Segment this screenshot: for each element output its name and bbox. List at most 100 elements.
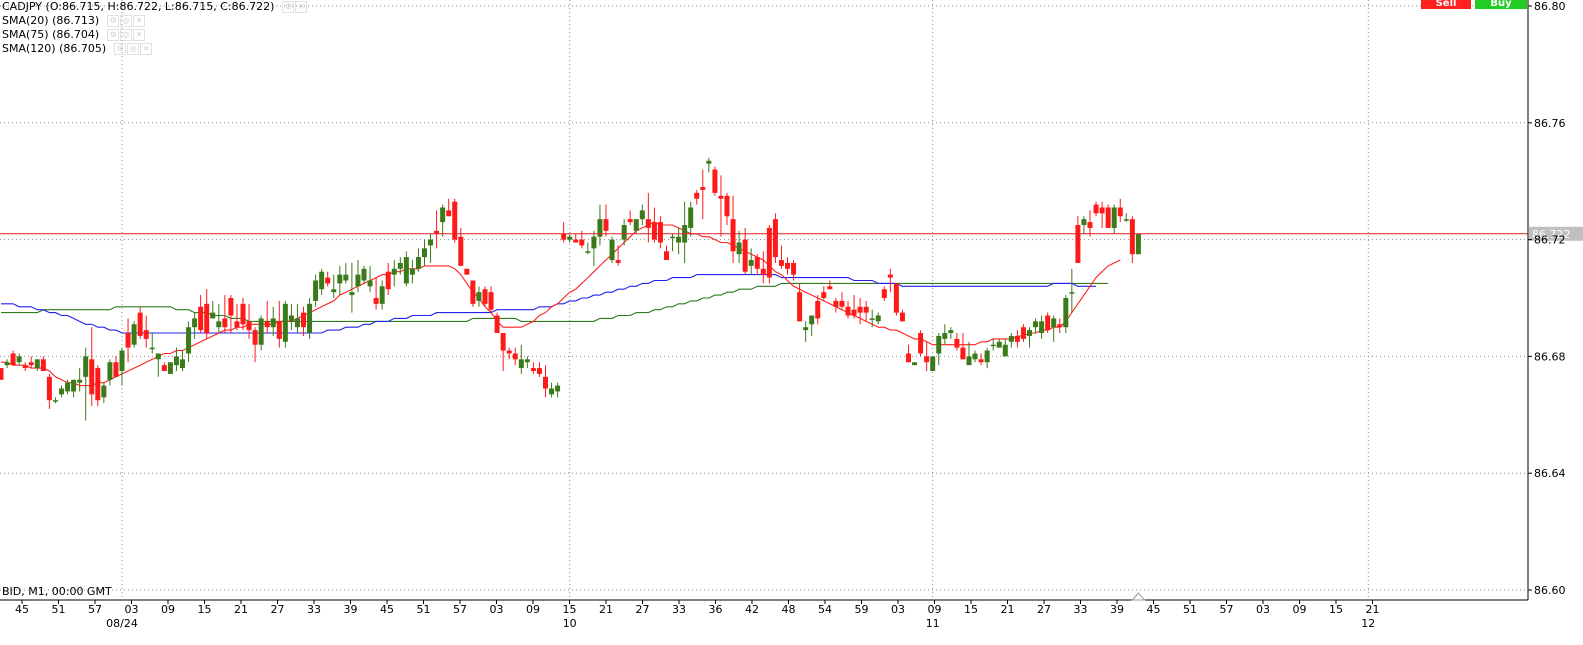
candle-body [89,359,95,395]
candle-body [809,315,815,325]
buy-button[interactable]: Buy [1475,0,1527,9]
candle-body [65,382,71,392]
candle-body [875,315,881,322]
candle-body [1123,219,1129,221]
x-tick-label: 15 [964,603,978,616]
candle-body [948,330,954,334]
legend-controls[interactable]: ⚙ ◎ ✕ [107,29,146,41]
candle-body [778,260,784,266]
x-tick-label: 21 [1366,603,1380,616]
candle-body [361,268,367,281]
candle-body [1039,321,1045,334]
x-tick-label: 45 [380,603,394,616]
candle-body [1099,207,1105,214]
legend-controls[interactable]: ⚙ ◎ ✕ [114,43,153,55]
candle-body [712,169,718,193]
settings-icon[interactable]: ⚙ [107,15,120,27]
legend-controls[interactable]: ⚙ ✕ [282,1,308,13]
candle-body [597,219,603,237]
candle-body [506,350,512,354]
x-tick-label: 03 [490,603,504,616]
sma120-series [1,282,1109,322]
candle-body [724,195,730,217]
candle-body [1087,222,1093,228]
candle-body [349,292,355,296]
candle-body [264,321,270,328]
candle-body [990,344,996,347]
x-tick-label: 09 [526,603,540,616]
visibility-icon[interactable]: ◎ [127,43,140,55]
candle-body [210,312,216,319]
candle-body [107,362,113,380]
candle-body [325,277,331,284]
close-icon[interactable]: ✕ [140,43,153,55]
candle-body [893,283,899,313]
x-tick-label: 51 [1183,603,1197,616]
candle-body [452,201,458,240]
axes: 86.80 86.76 86.72 86.68 86.64 86.60 45 51 57 03 09… [0,0,1566,630]
legend-controls[interactable]: ⚙ ◎ ✕ [107,15,146,27]
sell-button[interactable]: Sell [1421,0,1471,9]
candle-body [288,315,294,322]
settings-icon[interactable]: ⚙ [114,43,127,55]
candle-body [440,207,446,223]
candle-body [59,388,64,395]
close-icon[interactable]: ✕ [133,29,146,41]
candle-body [77,379,83,383]
candle-body [621,225,627,240]
candle-body [615,260,621,263]
candle-body [46,376,52,401]
candle-body [700,187,706,190]
candle-body [234,321,240,328]
candle-body [95,368,101,401]
x-tick-label: 54 [818,603,832,616]
x-tick-label: 21 [234,603,248,616]
close-icon[interactable]: ✕ [133,15,146,27]
candle-body [40,359,46,371]
candle-body [694,192,700,199]
candle-body [1002,344,1008,357]
candle-body [101,385,107,398]
candle-body [543,376,548,389]
sma20-readout: SMA(20) (86.713) [2,14,100,27]
close-icon[interactable]: ✕ [295,1,308,13]
candle-body [198,306,204,331]
visibility-icon[interactable]: ◎ [120,15,133,27]
candle-body [664,251,669,261]
candle-body [839,300,845,307]
candle-body [282,303,288,342]
candle-body [706,160,712,164]
candle-body [10,353,16,366]
candle-body [500,333,506,351]
candle-body [204,303,210,334]
candle-body [639,210,645,220]
settings-icon[interactable]: ⚙ [282,1,295,13]
settings-icon[interactable]: ⚙ [107,29,120,41]
candle-body [555,385,561,392]
x-tick-label: 03 [891,603,905,616]
candle-body [391,268,397,275]
candle-body [736,242,742,255]
candle-body [494,315,500,334]
sma75-series [1,274,1096,334]
candle-body [512,353,518,360]
candle-body [960,347,966,360]
ohlc-readout: CADJPY (O:86.715, H:86.722, L:86.715, C:… [2,0,275,13]
x-tick-label: 45 [15,603,29,616]
candle-body [28,362,34,366]
candle-body [137,312,143,336]
candle-body [409,268,415,275]
x-tick-label: 21 [1001,603,1015,616]
visibility-icon[interactable]: ◎ [120,29,133,41]
x-date-label: 10 [563,617,577,630]
candle-body [966,356,972,366]
candle-body [1069,292,1075,294]
candle-body [573,239,579,243]
candle-body [760,268,766,275]
candle-body [1111,207,1117,228]
candle-body [240,303,246,325]
candle-body [579,239,585,246]
candle-body [252,330,258,345]
